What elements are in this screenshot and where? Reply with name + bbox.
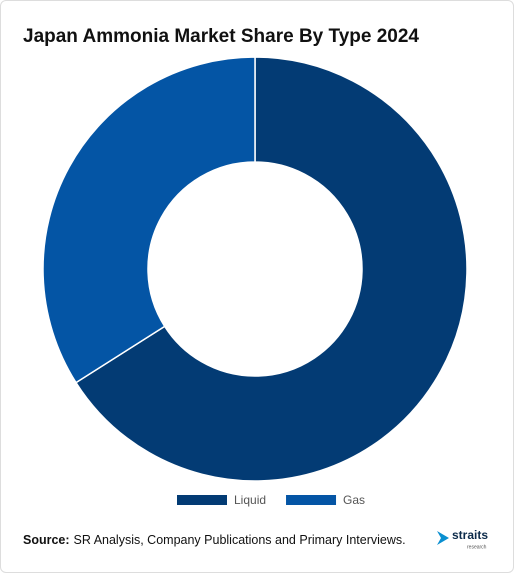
- logo-tagline: research: [467, 544, 487, 550]
- legend-swatch: [177, 495, 227, 505]
- source-text: SR Analysis, Company Publications and Pr…: [74, 533, 406, 547]
- donut: [42, 56, 468, 482]
- donut-slice: [42, 56, 256, 384]
- legend-label: Liquid: [234, 493, 266, 507]
- source: Source: SR Analysis, Company Publications…: [23, 533, 406, 547]
- donut-slice: [74, 56, 468, 482]
- legend-swatch: [286, 495, 337, 505]
- logo-icon: [437, 531, 449, 545]
- source-label: Source:: [23, 533, 70, 547]
- legend: Liquid Gas: [177, 493, 365, 507]
- chart-title: Japan Ammonia Market Share By Type 2024: [23, 26, 419, 47]
- logo-name: straits: [452, 528, 488, 542]
- legend-label: Gas: [343, 493, 365, 507]
